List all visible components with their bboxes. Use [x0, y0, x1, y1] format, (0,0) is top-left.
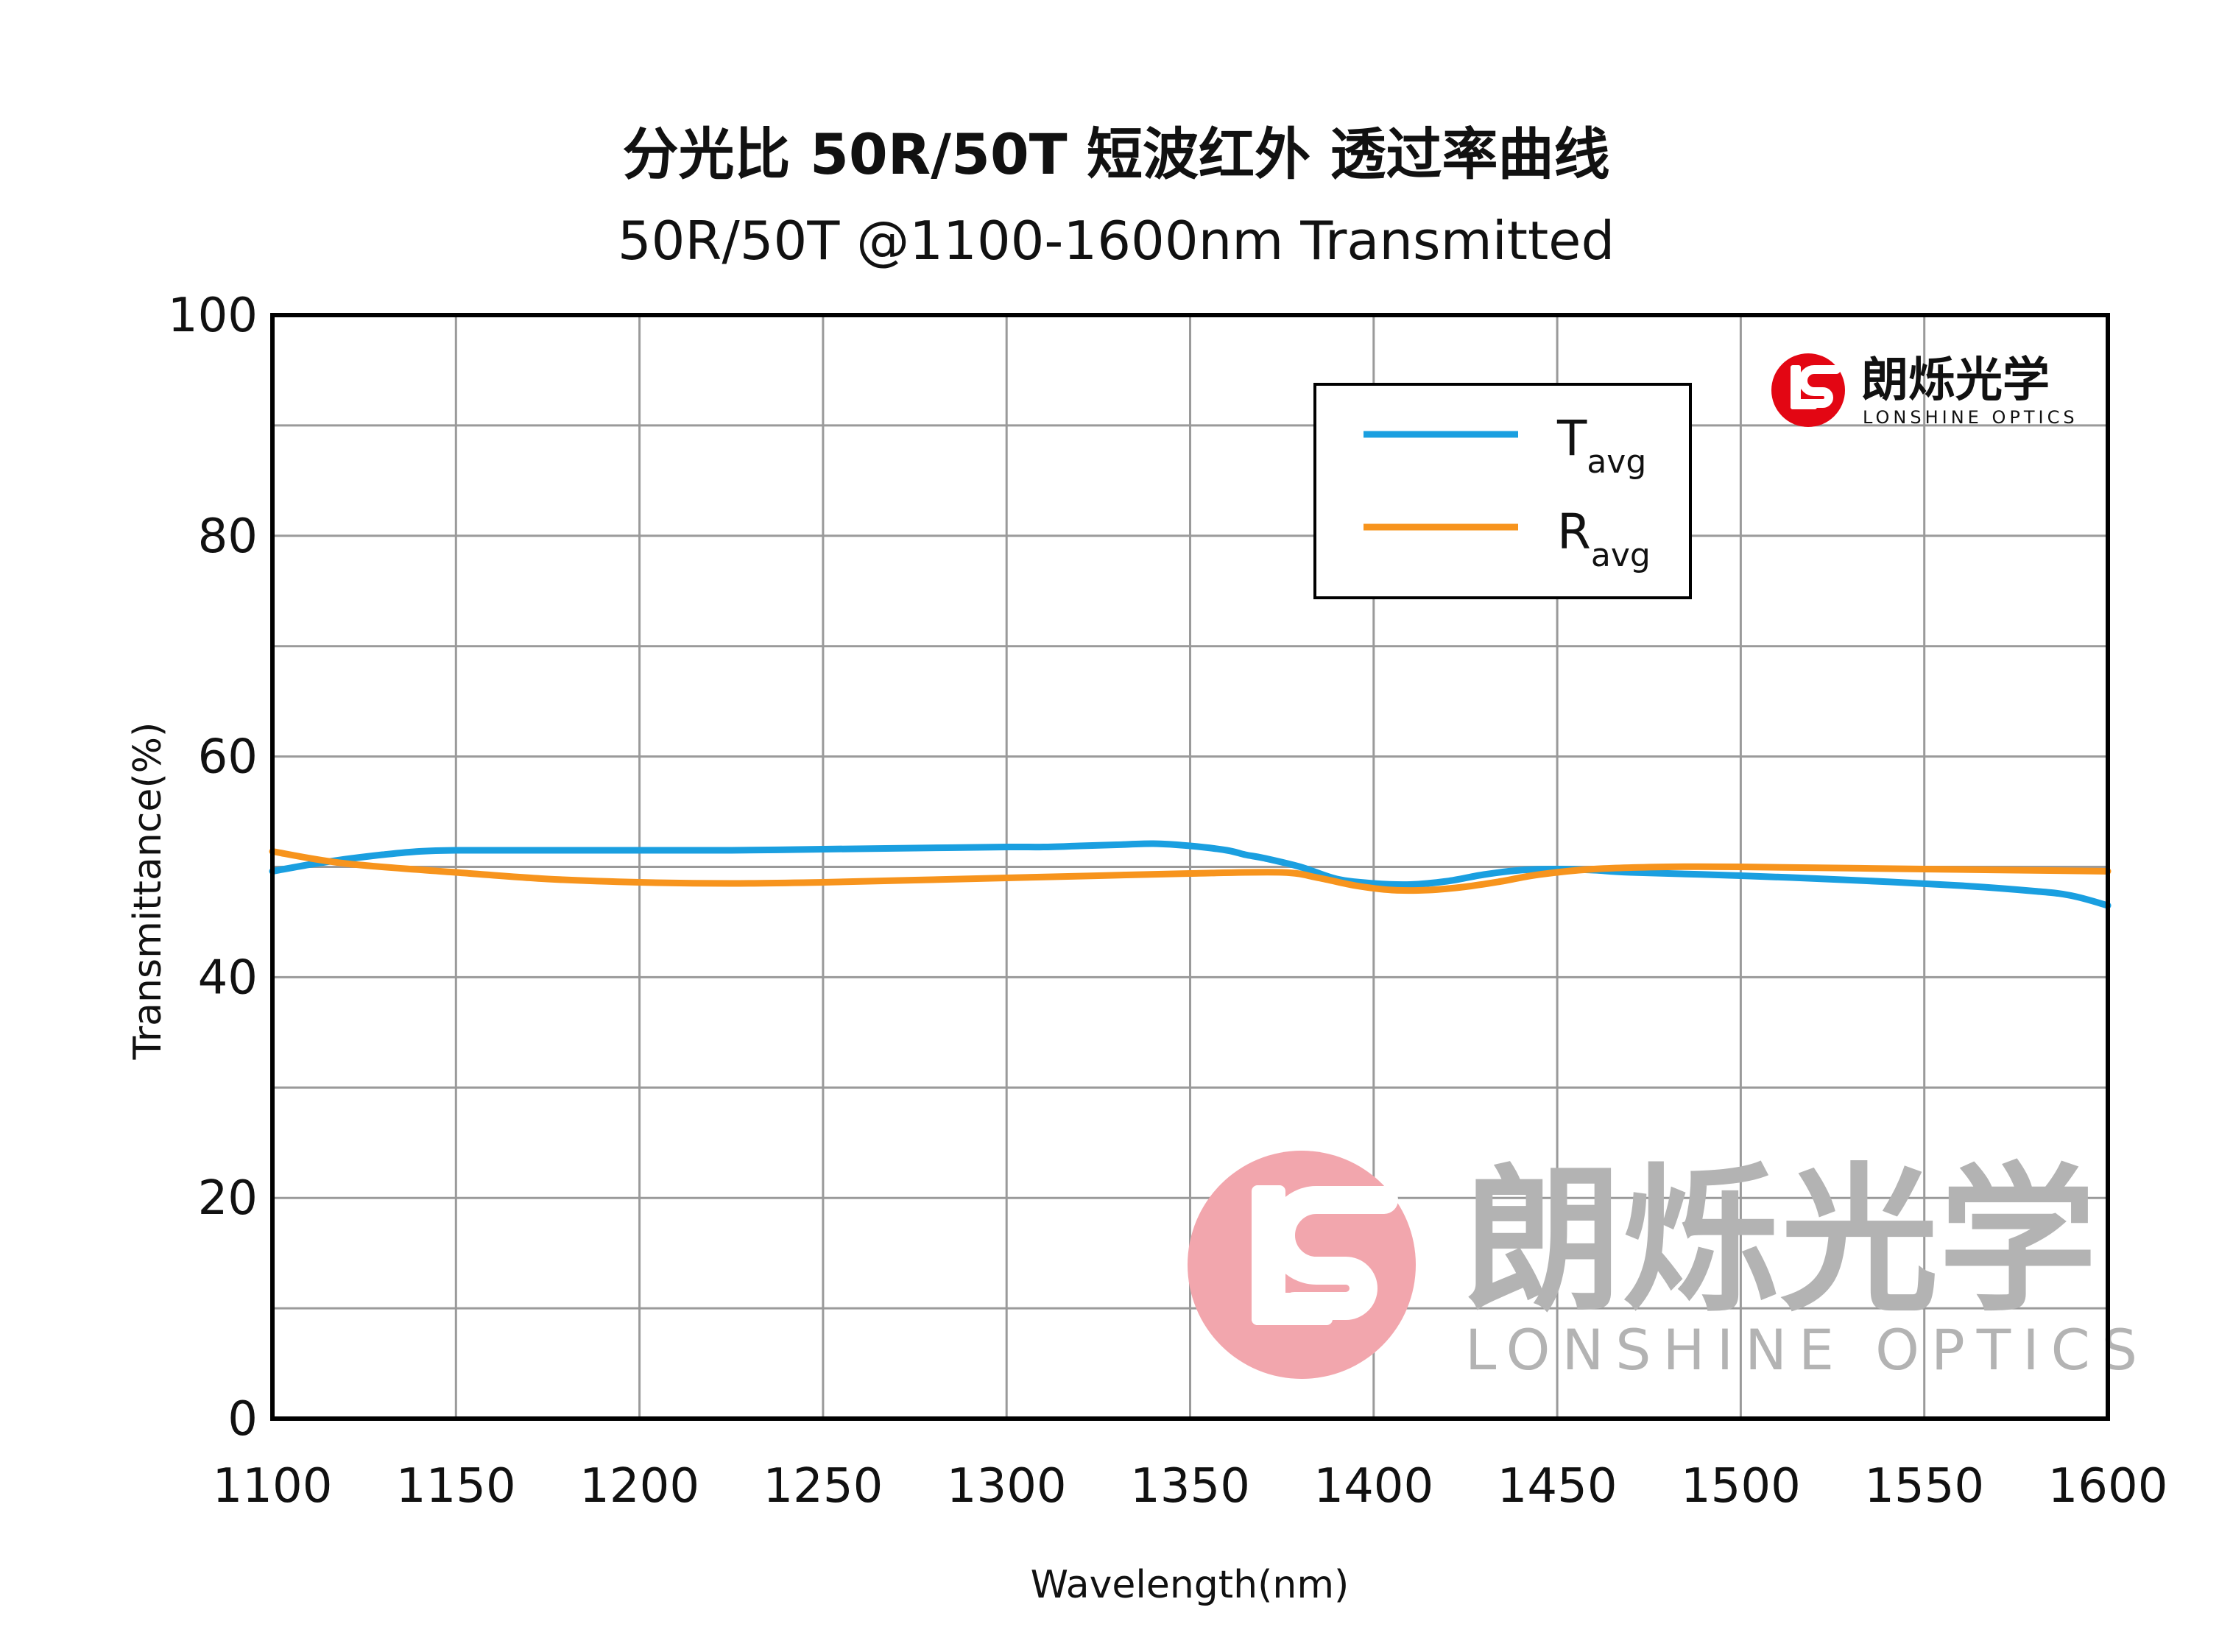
y-tick-label: 100	[168, 289, 258, 343]
logo-brand-en: LONSHINE OPTICS	[1863, 407, 2078, 428]
x-tick-label: 1300	[947, 1459, 1067, 1514]
watermark-brand-cn: 朗烁光学	[1464, 1148, 2097, 1333]
x-tick-label: 1250	[763, 1459, 883, 1514]
y-tick-labels: 0 20 40 60 80 100	[168, 289, 258, 1447]
plot-frame	[270, 313, 2110, 1421]
chart-subtitle: 50R/50T @1100-1600nm Transmitted	[618, 210, 1615, 272]
logo-mark	[1771, 353, 1845, 427]
y-tick-label: 80	[198, 509, 258, 564]
legend: Tavg Ravg	[1313, 383, 1692, 599]
legend-label-t-main: T	[1556, 410, 1587, 467]
x-tick-labels: 1100 1150 1200 1250 1300 1350 1400 1450 1500 1550…	[213, 1459, 2168, 1514]
y-tick-label: 0	[227, 1392, 258, 1447]
x-tick-label: 1450	[1498, 1459, 1618, 1514]
series-line-t	[269, 840, 2112, 909]
series-line-r	[269, 848, 2112, 894]
watermark-brand-en: LONSHINE OPTICS	[1465, 1317, 2149, 1383]
y-axis-label: Transmittance(%)	[126, 722, 170, 1061]
watermark-mark	[1188, 1151, 1416, 1379]
legend-label-r-main: R	[1557, 504, 1591, 560]
x-tick-label: 1100	[213, 1459, 333, 1514]
series-lines	[269, 840, 2112, 909]
x-tick-label: 1500	[1681, 1459, 1801, 1514]
logo-brand-cn: 朗烁光学	[1861, 353, 2050, 408]
legend-box	[1313, 383, 1692, 599]
legend-label-r-sub: avg	[1591, 537, 1651, 574]
x-tick-label: 1550	[1864, 1459, 1984, 1514]
y-tick-label: 40	[198, 950, 258, 1005]
legend-label-t: Tavg	[1556, 410, 1646, 481]
y-tick-label: 60	[198, 730, 258, 785]
x-tick-label: 1150	[396, 1459, 516, 1514]
watermark: 朗烁光学 LONSHINE OPTICS	[1188, 1148, 2149, 1383]
chart-title: 分光比 50R/50T 短波红外 透过率曲线	[622, 121, 1609, 187]
x-tick-label: 1200	[579, 1459, 699, 1514]
brand-logo: 朗烁光学 LONSHINE OPTICS	[1771, 353, 2078, 428]
y-tick-label: 20	[198, 1171, 258, 1226]
x-tick-label: 1600	[2048, 1459, 2168, 1514]
x-tick-label: 1400	[1313, 1459, 1433, 1514]
legend-label-t-sub: avg	[1587, 443, 1646, 481]
x-tick-label: 1350	[1130, 1459, 1250, 1514]
x-axis-label: Wavelength(nm)	[1031, 1563, 1350, 1607]
legend-label-r: Ravg	[1557, 504, 1651, 574]
